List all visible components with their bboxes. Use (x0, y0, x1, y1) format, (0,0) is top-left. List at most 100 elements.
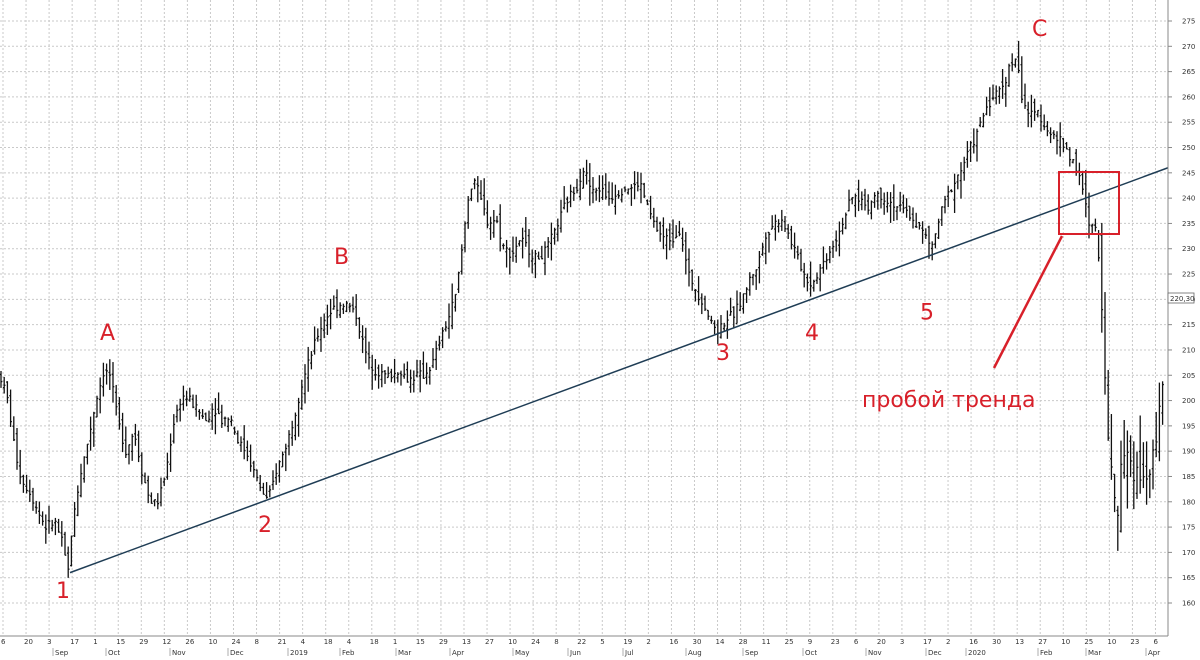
ohlc-bar (380, 363, 384, 388)
ohlc-bar (121, 412, 124, 453)
ohlc-bar (1084, 169, 1088, 218)
ohlc-bar (194, 394, 198, 417)
ohlc-bar (150, 492, 153, 504)
ohlc-bar (886, 191, 889, 213)
y-tick-label: 265 (1182, 68, 1195, 76)
ohlc-bar (1148, 469, 1152, 499)
ohlc-bar (1023, 83, 1027, 109)
ohlc-bar (386, 366, 390, 379)
ohlc-bar (502, 243, 505, 250)
ohlc-bar (838, 221, 841, 257)
breakout-box (1058, 171, 1120, 235)
ohlc-bar (1065, 142, 1068, 150)
x-day-label: 30 (692, 638, 701, 646)
ohlc-bar (710, 315, 713, 324)
ohlc-bar (959, 162, 963, 199)
ohlc-bar (255, 469, 259, 482)
ohlc-bar (175, 404, 179, 423)
ohlc-bar (57, 518, 60, 533)
ohlc-bar (431, 348, 435, 369)
ohlc-bar (697, 276, 700, 306)
ohlc-bar (668, 223, 672, 251)
ohlc-bar (185, 390, 188, 407)
wave-label-5: 5 (920, 301, 934, 326)
x-day-label: 4 (347, 638, 352, 646)
ohlc-bar (262, 482, 265, 495)
ohlc-bar (857, 179, 860, 212)
wave-label-4: 4 (805, 321, 819, 346)
ohlc-bar (63, 531, 67, 556)
ohlc-bar (1068, 147, 1072, 167)
ohlc-bar (76, 485, 80, 517)
ohlc-bar (278, 460, 281, 483)
ohlc-bar (434, 340, 438, 370)
ohlc-bar (905, 198, 908, 218)
ohlc-bar (799, 248, 803, 272)
ohlc-bar (534, 249, 537, 279)
x-day-label: 25 (1084, 638, 1093, 646)
ohlc-bar (22, 474, 25, 493)
x-month-label: Feb (1040, 649, 1053, 657)
ohlc-bar (950, 189, 953, 193)
y-tick-label: 190 (1182, 448, 1195, 456)
ohlc-bar (914, 212, 918, 228)
ohlc-bar (639, 172, 643, 204)
ohlc-bar (828, 245, 832, 264)
ohlc-bar (758, 250, 761, 284)
y-tick-label: 275 (1182, 18, 1195, 26)
x-day-label: 2 (946, 638, 950, 646)
ohlc-bar (1001, 69, 1004, 99)
ohlc-bar (66, 546, 70, 578)
ohlc-bar (745, 287, 748, 303)
ohlc-bar (610, 182, 614, 204)
ohlc-bar (774, 214, 777, 241)
ohlc-bar (972, 128, 976, 154)
ohlc-bar (1103, 292, 1107, 395)
ohlc-bar (575, 178, 579, 194)
ohlc-bar (505, 239, 508, 268)
ohlc-bar (428, 366, 432, 385)
ohlc-bar (630, 184, 633, 206)
ohlc-bar (806, 273, 809, 292)
ohlc-bar (1090, 223, 1094, 234)
ohlc-bar (294, 412, 297, 441)
ohlc-bar (636, 171, 640, 192)
ohlc-bar (345, 300, 348, 313)
ohlc-bar (351, 296, 355, 313)
ohlc-bar (450, 283, 454, 330)
ohlc-bar (537, 251, 540, 260)
x-day-label: 29 (139, 638, 148, 646)
ohlc-bar (319, 316, 323, 352)
ohlc-bar (822, 246, 825, 274)
y-tick-label: 245 (1182, 169, 1195, 177)
x-day-label: 24 (231, 638, 240, 646)
ohlc-bar (854, 193, 857, 217)
ohlc-bar (591, 177, 595, 204)
ohlc-bar (930, 241, 934, 261)
ohlc-bar (889, 192, 892, 223)
x-month-label: Sep (55, 649, 69, 657)
x-month-label: Mar (398, 649, 411, 657)
x-day-label: 10 (1107, 638, 1116, 646)
ohlc-bar (134, 423, 137, 446)
ohlc-bar (521, 227, 524, 259)
ohlc-bar (831, 240, 835, 258)
x-month-label: Aug (688, 649, 702, 657)
ohlc-bar (156, 493, 160, 510)
ohlc-bar (642, 182, 646, 199)
ohlc-bar (127, 444, 131, 465)
ohlc-bar (284, 443, 288, 472)
ohlc-bar (1113, 473, 1116, 513)
x-day-label: 6 (1, 638, 6, 646)
x-day-label: 29 (439, 638, 448, 646)
y-tick-label: 225 (1182, 271, 1195, 279)
x-month-label: Nov (172, 649, 186, 657)
ohlc-bar (1145, 441, 1148, 505)
ohlc-bar (777, 219, 780, 233)
ohlc-bar (466, 196, 470, 229)
x-day-label: 17 (70, 638, 79, 646)
ohlc-bar (1055, 131, 1059, 155)
ohlc-bar (569, 184, 572, 208)
ohlc-bar (956, 174, 960, 190)
ohlc-bar (1020, 56, 1024, 104)
